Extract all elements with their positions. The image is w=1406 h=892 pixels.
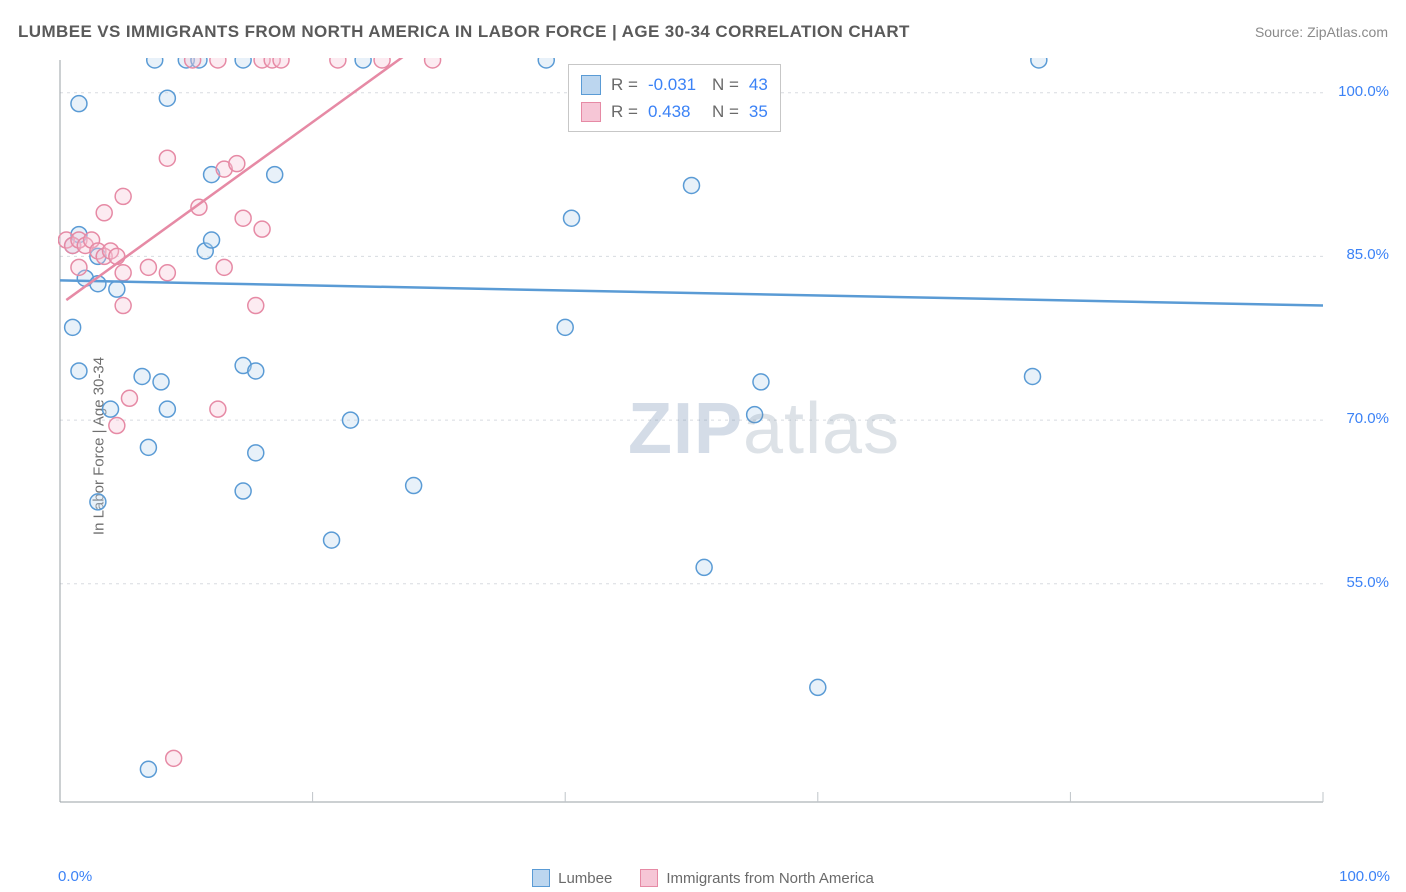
stats-row-0: R = -0.031 N = 43 xyxy=(581,71,768,98)
source-label: Source: xyxy=(1255,24,1307,40)
stats-swatch-1 xyxy=(581,102,601,122)
stats-r-label-1: R = xyxy=(611,98,638,125)
scatter-plot-svg xyxy=(58,58,1393,814)
legend-label-1: Immigrants from North America xyxy=(666,870,874,887)
chart-source: Source: ZipAtlas.com xyxy=(1255,24,1388,40)
source-name: ZipAtlas.com xyxy=(1307,24,1388,40)
plot-area: ZIPatlas R = -0.031 N = 43 R = 0.438 N =… xyxy=(58,58,1393,814)
y-tick-label: 85.0% xyxy=(1346,246,1389,263)
stats-r-value-0: -0.031 xyxy=(648,71,702,98)
stats-n-value-1: 35 xyxy=(749,98,768,125)
chart-title: LUMBEE VS IMMIGRANTS FROM NORTH AMERICA … xyxy=(18,22,910,42)
stats-n-value-0: 43 xyxy=(749,71,768,98)
stats-n-label-0: N = xyxy=(712,71,739,98)
legend-label-0: Lumbee xyxy=(558,870,612,887)
stats-row-1: R = 0.438 N = 35 xyxy=(581,98,768,125)
chart-header: LUMBEE VS IMMIGRANTS FROM NORTH AMERICA … xyxy=(18,18,1388,46)
y-tick-label: 55.0% xyxy=(1346,574,1389,591)
legend-swatch-0 xyxy=(532,869,550,887)
bottom-legend: Lumbee Immigrants from North America xyxy=(0,869,1406,887)
legend-swatch-1 xyxy=(640,869,658,887)
stats-n-label-1: N = xyxy=(712,98,739,125)
legend-item-1: Immigrants from North America xyxy=(640,869,874,887)
stats-r-value-1: 0.438 xyxy=(648,98,702,125)
stats-r-label-0: R = xyxy=(611,71,638,98)
legend-item-0: Lumbee xyxy=(532,869,612,887)
y-tick-label: 70.0% xyxy=(1346,410,1389,427)
stats-box: R = -0.031 N = 43 R = 0.438 N = 35 xyxy=(568,64,781,132)
y-tick-label: 100.0% xyxy=(1338,83,1389,100)
stats-swatch-0 xyxy=(581,75,601,95)
